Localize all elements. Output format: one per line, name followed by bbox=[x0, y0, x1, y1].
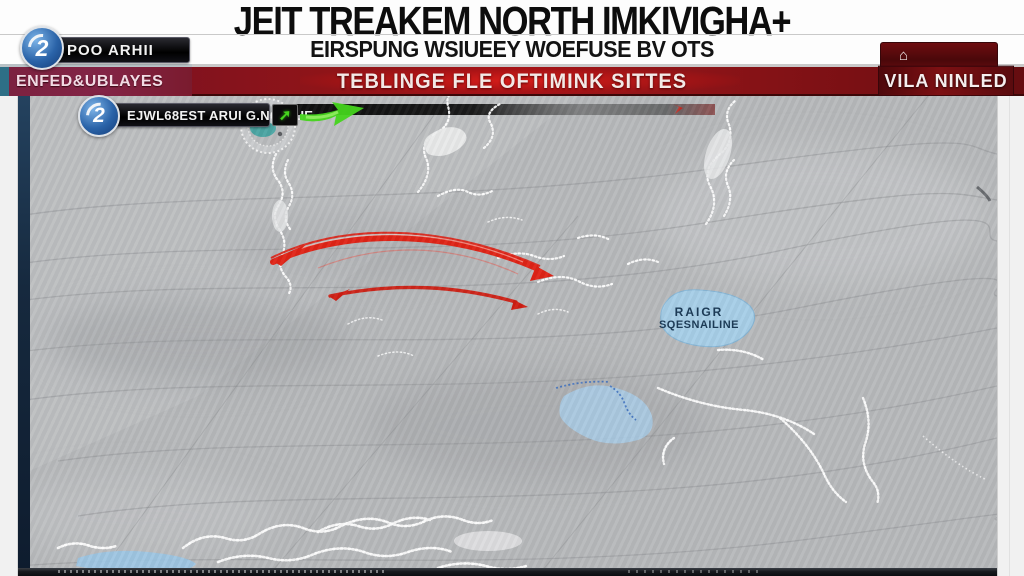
station-logo-number: 2 bbox=[35, 34, 49, 61]
house-icon: ⌂ bbox=[899, 46, 909, 64]
gulf-water bbox=[559, 385, 653, 444]
logo-swoosh-icon bbox=[80, 97, 118, 135]
water-body-label: RAIGR SQESNAILINE bbox=[651, 306, 747, 332]
program-title-bar: POO ARHII bbox=[52, 37, 190, 63]
banner-left-label: ENFED&UBLAYES bbox=[0, 64, 192, 96]
side-strip bbox=[18, 96, 30, 576]
ticker-text-noise bbox=[58, 570, 388, 573]
bezel-seam bbox=[1009, 96, 1010, 576]
green-trend-icon: ➚ bbox=[278, 107, 292, 124]
bottom-left-water bbox=[76, 550, 196, 572]
map-title-bar: EJWL68EST ARUI G.NO:RUE bbox=[100, 103, 313, 127]
map-logo-number: 2 bbox=[93, 104, 105, 127]
station-logo-icon: 2 bbox=[20, 26, 64, 70]
banner-title: TEBLINGE FLE OFTIMINK SITTES bbox=[336, 70, 688, 94]
headline-primary: JEIT TREAKEM NORTH IMKIVIGHA+ bbox=[233, 0, 792, 44]
ticker-text-noise bbox=[628, 570, 758, 573]
jet-stream-arrow bbox=[270, 231, 554, 281]
left-bezel bbox=[0, 96, 18, 576]
weather-map bbox=[18, 96, 997, 576]
headline-divider bbox=[0, 34, 1024, 35]
route-annotation bbox=[555, 380, 637, 421]
map-artwork bbox=[18, 96, 997, 576]
map-texture bbox=[18, 96, 997, 576]
headline-secondary: EIRSPUNG WSIUEEY WOEFUSE BV OTS bbox=[310, 36, 714, 63]
program-title-text: POO ARHII bbox=[67, 41, 154, 59]
water-label-line2: SQESNAILINE bbox=[658, 319, 740, 331]
water-label-line1: RAIGR bbox=[674, 305, 724, 319]
logo-swoosh-icon bbox=[22, 28, 62, 68]
lake-water bbox=[660, 289, 755, 348]
banner-right-tab: ⌂ bbox=[880, 42, 998, 68]
banner-glow bbox=[300, 67, 740, 94]
jet-stream-arrow-secondary bbox=[328, 285, 528, 310]
green-arrow-icon bbox=[300, 102, 364, 126]
news-ticker bbox=[18, 568, 997, 576]
banner-right-label: VILA NINLED bbox=[878, 65, 1014, 97]
right-bezel bbox=[997, 96, 1024, 576]
green-indicator-box: ➚ bbox=[272, 104, 298, 126]
map-logo-icon: 2 bbox=[78, 95, 120, 137]
map-title-text: EJWL68EST ARUI G.NO:RUE bbox=[127, 107, 314, 123]
